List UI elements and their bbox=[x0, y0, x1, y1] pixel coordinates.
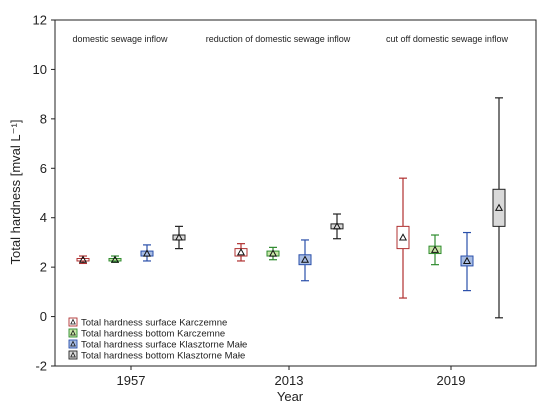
legend-label: Total hardness bottom Karczemne bbox=[81, 329, 225, 340]
legend-label: Total hardness surface Klasztorne Małe bbox=[81, 340, 247, 351]
box-group bbox=[428, 234, 442, 266]
mean-marker bbox=[268, 249, 278, 257]
legend-item: Total hardness surface Klasztorne Małe bbox=[68, 339, 247, 351]
mean-marker bbox=[300, 255, 310, 263]
legend-item: Total hardness bottom Klasztorne Małe bbox=[68, 350, 245, 362]
legend-label: Total hardness surface Karczemne bbox=[81, 318, 227, 329]
mean-marker bbox=[142, 249, 152, 257]
legend-item: Total hardness surface Karczemne bbox=[68, 317, 227, 329]
mean-marker bbox=[494, 203, 504, 211]
y-tick-label: 12 bbox=[33, 13, 47, 28]
box-rect bbox=[492, 188, 506, 227]
mean-marker bbox=[110, 255, 120, 263]
box-rect bbox=[108, 257, 122, 262]
x-tick-label: 1957 bbox=[117, 373, 146, 388]
box-rect bbox=[76, 257, 90, 262]
box-group bbox=[330, 213, 344, 240]
mean-marker bbox=[398, 233, 408, 241]
x-tick-label: 2019 bbox=[437, 373, 466, 388]
legend-swatch bbox=[68, 350, 78, 360]
box-group bbox=[460, 231, 474, 292]
y-axis-title: Total hardness [mval L⁻¹] bbox=[8, 120, 23, 265]
legend-swatch bbox=[68, 328, 78, 338]
box-group bbox=[298, 239, 312, 282]
legend-marker bbox=[70, 329, 76, 336]
y-tick-label: 10 bbox=[33, 62, 47, 77]
legend-swatch bbox=[68, 339, 78, 349]
box-rect bbox=[172, 234, 186, 241]
y-tick-label: 8 bbox=[40, 111, 47, 126]
legend-marker bbox=[70, 340, 76, 347]
period-annotation: domestic sewage inflow bbox=[72, 34, 168, 44]
box-group bbox=[140, 244, 154, 262]
x-axis-title: Year bbox=[277, 389, 304, 404]
x-tick-label: 2013 bbox=[275, 373, 304, 388]
mean-marker bbox=[174, 233, 184, 241]
box-group bbox=[234, 243, 248, 262]
box-rect bbox=[298, 254, 312, 266]
mean-marker bbox=[462, 256, 472, 265]
y-tick-label: 0 bbox=[40, 309, 47, 324]
box-group bbox=[266, 246, 280, 261]
y-tick-label: 2 bbox=[40, 260, 47, 275]
period-annotation: cut off domestic sewage inflow bbox=[386, 34, 508, 44]
y-tick-label: -2 bbox=[35, 359, 47, 374]
box-group bbox=[108, 255, 122, 263]
mean-marker bbox=[78, 255, 88, 263]
legend-swatch bbox=[68, 317, 78, 327]
legend-marker bbox=[70, 351, 76, 358]
legend-marker bbox=[70, 318, 76, 325]
period-annotation: reduction of domestic sewage inflow bbox=[206, 34, 351, 44]
box-rect bbox=[266, 250, 280, 257]
legend-item: Total hardness bottom Karczemne bbox=[68, 328, 225, 340]
mean-marker bbox=[236, 248, 246, 256]
legend-label: Total hardness bottom Klasztorne Małe bbox=[81, 351, 245, 362]
box-group bbox=[396, 177, 410, 299]
box-rect bbox=[396, 225, 410, 250]
box-group bbox=[76, 255, 90, 265]
mean-marker bbox=[332, 222, 342, 230]
box-rect bbox=[140, 250, 154, 257]
box-group bbox=[492, 97, 506, 319]
y-tick-label: 4 bbox=[40, 210, 47, 225]
box-rect bbox=[460, 255, 474, 267]
plot-area-frame bbox=[54, 19, 537, 367]
box-group bbox=[172, 225, 186, 250]
y-tick-label: 6 bbox=[40, 161, 47, 176]
box-rect bbox=[330, 223, 344, 230]
mean-marker bbox=[430, 245, 440, 253]
